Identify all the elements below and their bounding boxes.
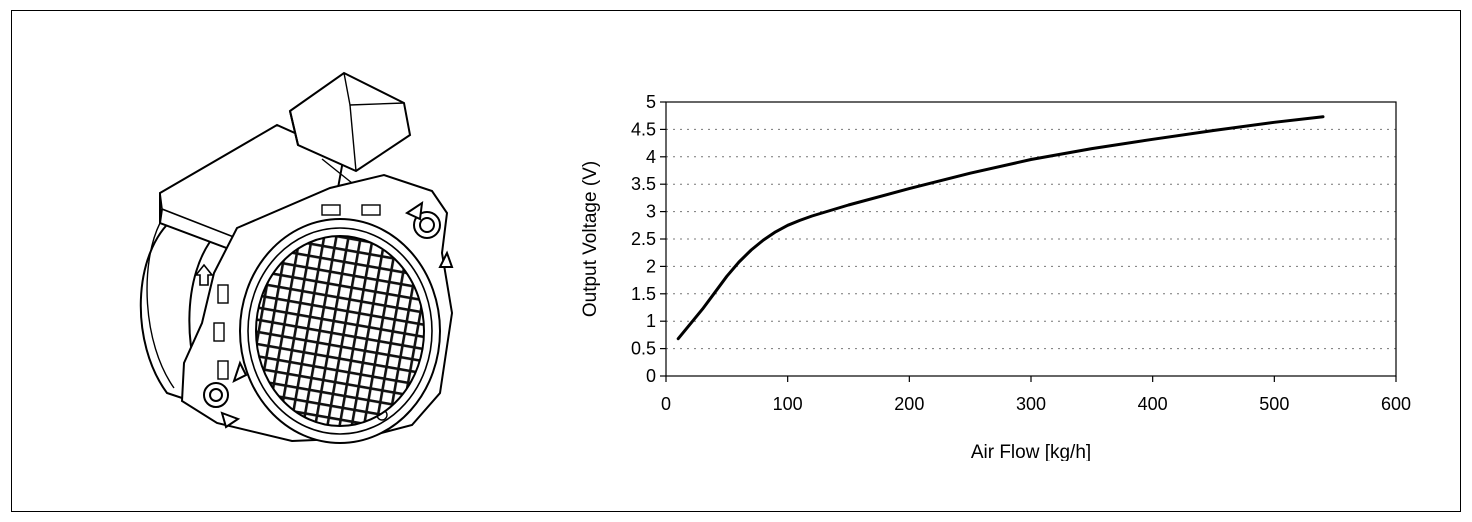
y-axis-ticks: 0 0.5 1 1.5 2 2.5 3 3.5 4 4.5 5 (631, 92, 666, 386)
y-axis-label: Output Voltage (V) (580, 161, 601, 317)
y-tick-label: 4.5 (631, 119, 656, 139)
x-tick-label: 100 (773, 394, 803, 414)
x-axis-ticks: 0 100 200 300 400 500 600 (661, 376, 1411, 414)
x-tick-label: 200 (894, 394, 924, 414)
series-line-1 (676, 115, 1325, 341)
x-tick-label: 0 (661, 394, 671, 414)
y-tick-label: 5 (646, 92, 656, 112)
series (676, 115, 1325, 341)
x-tick-label: 400 (1138, 394, 1168, 414)
figure-frame: 0 0.5 1 1.5 2 2.5 3 3.5 4 4.5 5 0 100 200 300 400 500 60… (11, 10, 1461, 512)
y-tick-label: 2.5 (631, 229, 656, 249)
x-tick-label: 500 (1259, 394, 1289, 414)
y-tick-label: 2 (646, 256, 656, 276)
y-tick-label: 3 (646, 202, 656, 222)
y-tick-label: 0.5 (631, 339, 656, 359)
x-tick-label: 600 (1381, 394, 1411, 414)
y-tick-label: 4 (646, 147, 656, 167)
output-voltage-chart: 0 0.5 1 1.5 2 2.5 3 3.5 4 4.5 5 0 100 200 300 400 500 60… (580, 92, 1411, 461)
mass-air-flow-sensor-illustration (139, 71, 454, 444)
y-tick-label: 3.5 (631, 174, 656, 194)
gridlines (666, 128, 1396, 350)
x-axis-label: Air Flow [kg/h] (971, 442, 1091, 461)
x-tick-label: 300 (1016, 394, 1046, 414)
y-tick-label: 1 (646, 311, 656, 331)
y-tick-label: 1.5 (631, 284, 656, 304)
y-tick-label: 0 (646, 366, 656, 386)
